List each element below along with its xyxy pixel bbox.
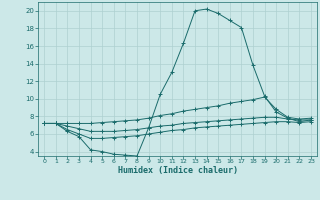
- X-axis label: Humidex (Indice chaleur): Humidex (Indice chaleur): [118, 166, 238, 175]
